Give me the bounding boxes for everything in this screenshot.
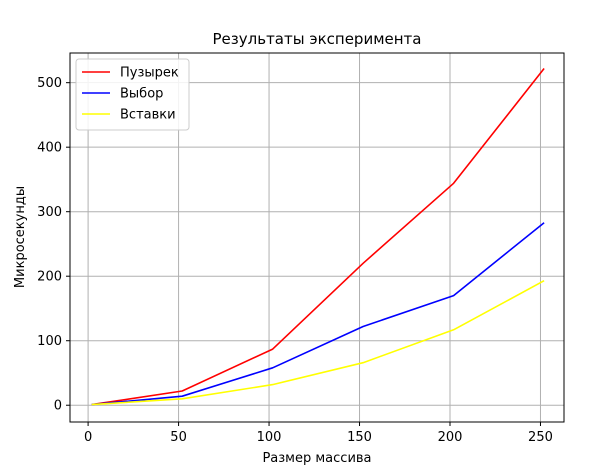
legend: Пузырек Выбор Вставки xyxy=(75,58,190,131)
y-tick-label: 300 xyxy=(37,205,62,220)
series-line-2 xyxy=(91,222,545,406)
series-line-3 xyxy=(91,279,545,406)
legend-box xyxy=(75,58,190,131)
chart-title: Результаты эксперимента xyxy=(213,30,422,48)
plot-frame xyxy=(69,52,565,423)
x-tick-label: 0 xyxy=(84,430,92,445)
grid xyxy=(70,53,564,422)
x-axis-label: Размер массива xyxy=(262,451,371,466)
legend-label: Пузырек xyxy=(120,66,179,81)
x-tick-label: 50 xyxy=(170,430,187,445)
y-tick-label: 0 xyxy=(54,399,62,414)
x-tick-label: 200 xyxy=(438,430,463,445)
series-line-1 xyxy=(91,68,545,406)
y-tick-label: 200 xyxy=(37,270,62,285)
legend-label: Вставки xyxy=(120,108,176,123)
legend-label: Выбор xyxy=(120,87,163,102)
y-tick-label: 400 xyxy=(37,141,62,156)
y-tick-label: 100 xyxy=(37,334,62,349)
x-axis-ticks: 0 50 100 150 200 250 xyxy=(84,422,553,445)
y-axis-ticks: 0 100 200 300 400 500 xyxy=(37,76,70,414)
x-tick-label: 150 xyxy=(347,430,372,445)
y-axis-label: Микросекунды xyxy=(13,186,28,288)
x-tick-label: 250 xyxy=(528,430,553,445)
series-layer xyxy=(91,68,545,406)
x-tick-label: 100 xyxy=(257,430,282,445)
y-tick-label: 500 xyxy=(37,76,62,91)
